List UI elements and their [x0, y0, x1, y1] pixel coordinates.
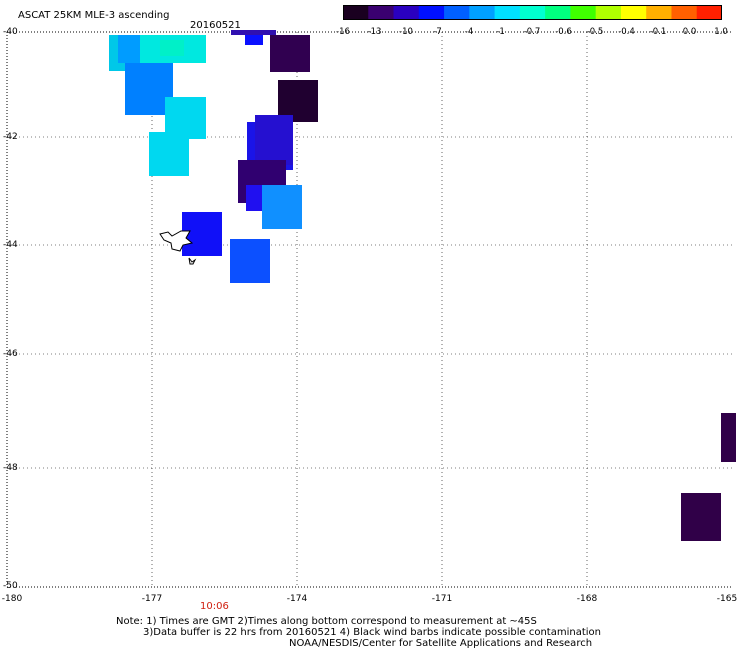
colorbar-segment	[620, 5, 647, 20]
x-tick: -165	[716, 594, 738, 604]
colorbar-segment	[469, 5, 496, 20]
wind-cell	[160, 40, 184, 56]
colorbar-segment	[393, 5, 420, 20]
wind-cell	[231, 30, 276, 35]
wind-cell	[721, 413, 736, 462]
wind-cell	[262, 185, 302, 229]
colorbar-segment	[343, 5, 369, 20]
x-tick: -174	[286, 594, 308, 604]
colorbar	[343, 5, 722, 20]
colorbar-label: -1	[496, 27, 505, 37]
x-tick: -180	[1, 594, 23, 604]
colorbar-segment	[519, 5, 546, 20]
map-date: 20160521	[190, 20, 241, 31]
x-tick: -171	[431, 594, 453, 604]
colorbar-segment	[545, 5, 571, 20]
y-tick: -40	[3, 27, 18, 37]
colorbar-label: -7	[433, 27, 442, 37]
y-tick: -44	[3, 240, 18, 250]
wind-cell	[255, 115, 293, 165]
wind-cell	[118, 35, 140, 63]
colorbar-segment	[671, 5, 698, 20]
colorbar-frame	[343, 5, 722, 20]
colorbar-segment	[595, 5, 622, 20]
colorbar-label: 0.0	[682, 27, 697, 37]
y-tick: -42	[3, 132, 18, 142]
wind-cell	[149, 132, 189, 176]
colorbar-segment	[494, 5, 521, 20]
colorbar-segment	[418, 5, 445, 20]
grid	[7, 32, 732, 587]
wind-cells	[109, 30, 736, 541]
wind-cell	[270, 35, 310, 72]
x-tick: -177	[141, 594, 163, 604]
coastline	[159, 230, 197, 265]
wind-cell	[230, 239, 270, 283]
wind-cell	[246, 185, 266, 211]
colorbar-segment	[696, 5, 722, 20]
colorbar-label: -0.6	[555, 27, 572, 37]
y-tick: -46	[3, 349, 18, 359]
colorbar-label: -13	[367, 27, 382, 37]
y-tick: -48	[3, 463, 18, 473]
note-line-2: 3)Data buffer is 22 hrs from 20160521 4)…	[143, 627, 601, 638]
wind-cell	[245, 35, 263, 45]
map-title: ASCAT 25KM MLE-3 ascending	[18, 10, 170, 21]
wind-cell	[681, 493, 721, 541]
time-label: 10:06	[200, 601, 229, 612]
x-tick: -168	[576, 594, 598, 604]
colorbar-label: -0.4	[618, 27, 635, 37]
colorbar-segment	[444, 5, 470, 20]
colorbar-segment	[570, 5, 597, 20]
credit-line: NOAA/NESDIS/Center for Satellite Applica…	[289, 638, 593, 649]
colorbar-segment	[368, 5, 395, 20]
colorbar-segment	[646, 5, 672, 20]
plot-frame	[6, 31, 732, 588]
note-line-1: Note: 1) Times are GMT 2)Times along bot…	[116, 616, 537, 627]
y-tick: -50	[3, 581, 18, 591]
